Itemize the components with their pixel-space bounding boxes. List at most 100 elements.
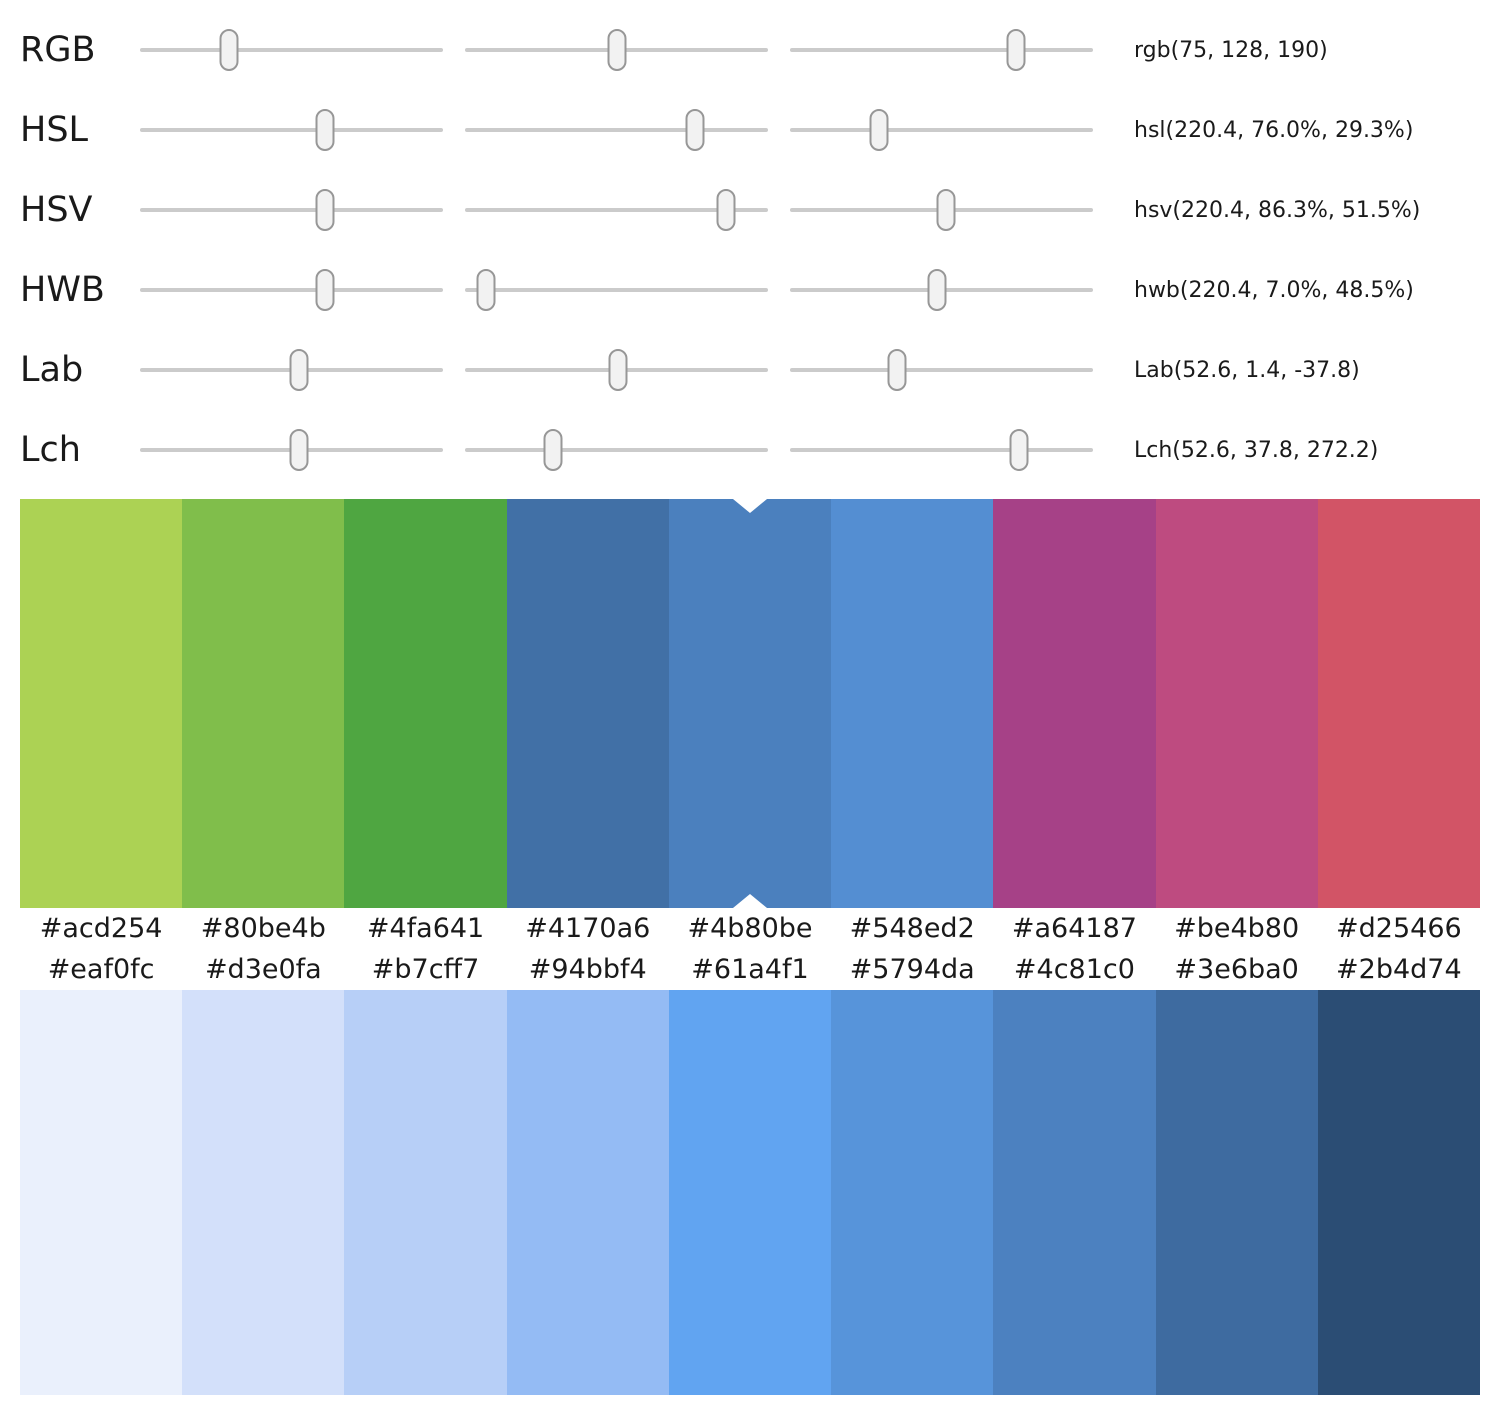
hsl-slider-1[interactable] bbox=[465, 108, 768, 152]
slider-track[interactable] bbox=[790, 368, 1093, 372]
hsv-slider-1[interactable] bbox=[465, 188, 768, 232]
color-value-hsv: hsv(220.4, 86.3%, 51.5%) bbox=[1134, 197, 1421, 223]
hex-label: #94bbf4 bbox=[528, 954, 647, 985]
palette-swatch[interactable] bbox=[831, 499, 994, 908]
hex-label: #5794da bbox=[849, 954, 975, 985]
slider-thumb[interactable] bbox=[869, 109, 889, 151]
palette-swatch[interactable] bbox=[182, 990, 345, 1395]
slider-track[interactable] bbox=[140, 208, 443, 212]
slider-thumb[interactable] bbox=[1006, 29, 1026, 71]
colorspace-label-hwb: HWB bbox=[20, 269, 105, 310]
color-value-hwb: hwb(220.4, 7.0%, 48.5%) bbox=[1134, 277, 1414, 303]
hwb-slider-0[interactable] bbox=[140, 268, 443, 312]
lab-slider-0[interactable] bbox=[140, 348, 443, 392]
color-value-lab: Lab(52.6, 1.4, -37.8) bbox=[1134, 357, 1360, 383]
hue-palette bbox=[20, 499, 1480, 908]
slider-track[interactable] bbox=[140, 128, 443, 132]
hsl-slider-0[interactable] bbox=[140, 108, 443, 152]
hex-labels-bottom: #eaf0fc #d3e0fa #b7cff7 #94bbf4 #61a4f1 … bbox=[20, 949, 1480, 990]
colorspace-label-lab: Lab bbox=[20, 349, 84, 390]
hwb-slider-1[interactable] bbox=[465, 268, 768, 312]
colorspace-label-hsv: HSV bbox=[20, 189, 93, 230]
palette-swatch[interactable] bbox=[182, 499, 345, 908]
hex-label: #80be4b bbox=[200, 913, 326, 944]
slider-track[interactable] bbox=[140, 288, 443, 292]
slider-row-hsv: HSV hsv(220.4, 86.3%, 51.5%) bbox=[0, 170, 1501, 250]
palette-swatch-selected[interactable] bbox=[668, 499, 832, 908]
hwb-slider-2[interactable] bbox=[790, 268, 1093, 312]
slider-thumb[interactable] bbox=[927, 269, 947, 311]
slider-thumb[interactable] bbox=[315, 189, 335, 231]
slider-track[interactable] bbox=[465, 448, 768, 452]
palette-swatch[interactable] bbox=[506, 499, 669, 908]
hex-label: #548ed2 bbox=[849, 913, 975, 944]
slider-row-lab: Lab Lab(52.6, 1.4, -37.8) bbox=[0, 330, 1501, 410]
slider-thumb[interactable] bbox=[608, 349, 628, 391]
color-value-lch: Lch(52.6, 37.8, 272.2) bbox=[1134, 437, 1379, 463]
hex-label: #4b80be bbox=[687, 913, 813, 944]
palette-swatch[interactable] bbox=[831, 990, 994, 1395]
slider-thumb[interactable] bbox=[543, 429, 563, 471]
colorspace-label-rgb: RGB bbox=[20, 29, 96, 70]
colorspace-label-hsl: HSL bbox=[20, 109, 89, 150]
hex-label: #d3e0fa bbox=[204, 954, 322, 985]
slider-track[interactable] bbox=[465, 128, 768, 132]
palette-swatch[interactable] bbox=[344, 499, 507, 908]
palette-swatch[interactable] bbox=[20, 990, 183, 1395]
hex-label: #3e6ba0 bbox=[1174, 954, 1299, 985]
hsv-slider-0[interactable] bbox=[140, 188, 443, 232]
rgb-slider-2[interactable] bbox=[790, 28, 1093, 72]
slider-track[interactable] bbox=[465, 288, 768, 292]
hex-label: #61a4f1 bbox=[691, 954, 809, 985]
slider-thumb[interactable] bbox=[219, 29, 239, 71]
hsl-slider-2[interactable] bbox=[790, 108, 1093, 152]
shade-palette bbox=[20, 990, 1480, 1395]
palette-swatch[interactable] bbox=[1155, 499, 1318, 908]
lab-slider-1[interactable] bbox=[465, 348, 768, 392]
slider-thumb[interactable] bbox=[289, 429, 309, 471]
palette-swatch[interactable] bbox=[668, 990, 832, 1395]
slider-thumb[interactable] bbox=[607, 29, 627, 71]
palette-swatch[interactable] bbox=[1155, 990, 1318, 1395]
slider-thumb[interactable] bbox=[936, 189, 956, 231]
slider-thumb[interactable] bbox=[289, 349, 309, 391]
selected-swatch-marker-top bbox=[732, 499, 767, 513]
lch-slider-1[interactable] bbox=[465, 428, 768, 472]
palette-swatch[interactable] bbox=[20, 499, 183, 908]
palette-swatch[interactable] bbox=[1317, 499, 1480, 908]
slider-thumb[interactable] bbox=[315, 109, 335, 151]
rgb-slider-1[interactable] bbox=[465, 28, 768, 72]
palette-swatch[interactable] bbox=[506, 990, 669, 1395]
palette-swatch[interactable] bbox=[993, 499, 1156, 908]
lab-slider-2[interactable] bbox=[790, 348, 1093, 392]
lch-slider-0[interactable] bbox=[140, 428, 443, 472]
hsv-slider-2[interactable] bbox=[790, 188, 1093, 232]
slider-row-hsl: HSL hsl(220.4, 76.0%, 29.3%) bbox=[0, 90, 1501, 170]
hex-label: #eaf0fc bbox=[47, 954, 155, 985]
slider-thumb[interactable] bbox=[685, 109, 705, 151]
slider-track[interactable] bbox=[465, 208, 768, 212]
slider-track[interactable] bbox=[790, 48, 1093, 52]
lch-slider-2[interactable] bbox=[790, 428, 1093, 472]
slider-track[interactable] bbox=[140, 48, 443, 52]
slider-thumb[interactable] bbox=[716, 189, 736, 231]
slider-row-rgb: RGB rgb(75, 128, 190) bbox=[0, 10, 1501, 90]
slider-thumb[interactable] bbox=[1009, 429, 1029, 471]
slider-track[interactable] bbox=[790, 128, 1093, 132]
hex-label: #4170a6 bbox=[525, 913, 651, 944]
hex-label: #a64187 bbox=[1011, 913, 1137, 944]
palette-swatch[interactable] bbox=[1317, 990, 1480, 1395]
slider-thumb[interactable] bbox=[476, 269, 496, 311]
palette-swatch[interactable] bbox=[344, 990, 507, 1395]
selected-swatch-marker-bottom bbox=[732, 894, 767, 908]
slider-track[interactable] bbox=[790, 448, 1093, 452]
hex-label: #d25466 bbox=[1336, 913, 1462, 944]
colorspace-label-lch: Lch bbox=[20, 429, 81, 470]
slider-thumb[interactable] bbox=[315, 269, 335, 311]
hex-label: #acd254 bbox=[39, 913, 163, 944]
hex-label: #be4b80 bbox=[1174, 913, 1300, 944]
rgb-slider-0[interactable] bbox=[140, 28, 443, 72]
palette-swatch[interactable] bbox=[993, 990, 1156, 1395]
hex-labels-top: #acd254 #80be4b #4fa641 #4170a6 #4b80be … bbox=[20, 908, 1480, 949]
slider-thumb[interactable] bbox=[887, 349, 907, 391]
